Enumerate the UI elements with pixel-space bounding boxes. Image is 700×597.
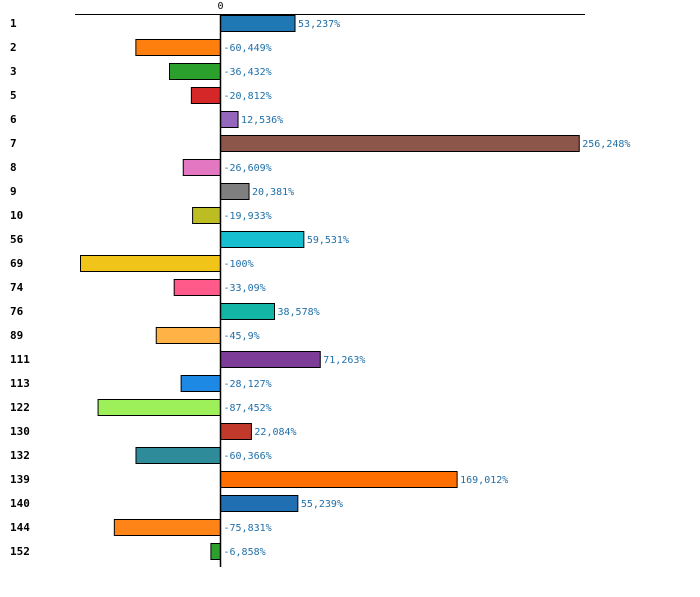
- category-label: 69: [10, 257, 23, 270]
- category-label: 130: [10, 425, 30, 438]
- bar: [168, 63, 221, 80]
- bar: [220, 15, 296, 32]
- category-label: 122: [10, 401, 30, 414]
- bar: [192, 207, 221, 224]
- value-label: -26,609%: [224, 163, 272, 174]
- bar: [220, 351, 321, 368]
- value-label: -75,831%: [224, 523, 272, 534]
- bar: [220, 111, 239, 128]
- bar: [190, 87, 222, 104]
- category-label: 140: [10, 497, 30, 510]
- category-label: 132: [10, 449, 30, 462]
- value-label: 38,578%: [278, 307, 320, 318]
- category-label: 2: [10, 41, 17, 54]
- value-label: 22,084%: [254, 427, 296, 438]
- category-label: 113: [10, 377, 30, 390]
- bar: [180, 375, 221, 392]
- category-label: 56: [10, 233, 24, 246]
- category-label: 6: [10, 113, 17, 126]
- bar: [220, 471, 458, 488]
- value-label: -45,9%: [224, 331, 260, 342]
- value-label: 256,248%: [582, 139, 630, 150]
- value-label: 71,263%: [323, 355, 365, 366]
- value-label: -100%: [224, 259, 254, 270]
- bar: [182, 159, 222, 176]
- category-label: 76: [10, 305, 24, 318]
- category-label: 8: [10, 161, 17, 174]
- bars-group: 1 53,237% 2 -60,449% 3 -36,432% 5 -20,812% 6 12,5…: [10, 15, 630, 560]
- category-label: 5: [10, 89, 17, 102]
- category-label: 74: [10, 281, 24, 294]
- bar: [220, 423, 252, 440]
- category-label: 139: [10, 473, 30, 486]
- value-label: -33,09%: [224, 283, 266, 294]
- bar: [210, 543, 222, 560]
- value-label: -28,127%: [224, 379, 272, 390]
- category-label: 111: [10, 353, 30, 366]
- category-label: 3: [10, 65, 17, 78]
- value-label: -36,432%: [224, 67, 272, 78]
- value-label: -60,366%: [224, 451, 272, 462]
- category-label: 89: [10, 329, 23, 342]
- value-label: 169,012%: [460, 475, 508, 486]
- value-label: 12,536%: [241, 115, 283, 126]
- bar: [155, 327, 222, 344]
- category-label: 7: [10, 137, 17, 150]
- bar: [135, 39, 221, 56]
- bar: [135, 447, 221, 464]
- category-label: 9: [10, 185, 17, 198]
- category-label: 10: [10, 209, 23, 222]
- bar: [80, 255, 221, 272]
- bar: [220, 231, 305, 248]
- value-label: -19,933%: [224, 211, 272, 222]
- value-label: -87,452%: [224, 403, 272, 414]
- value-label: 20,381%: [252, 187, 294, 198]
- zero-tick-label: 0: [217, 1, 223, 12]
- bar: [220, 183, 250, 200]
- value-label: 55,239%: [301, 499, 343, 510]
- value-label: -6,858%: [224, 547, 266, 558]
- value-label: 59,531%: [307, 235, 349, 246]
- bar: [220, 495, 299, 512]
- category-label: 144: [10, 521, 30, 534]
- bar: [220, 135, 580, 152]
- category-label: 1: [10, 17, 17, 30]
- bar: [97, 399, 221, 416]
- value-label: 53,237%: [298, 19, 340, 30]
- bar: [220, 303, 276, 320]
- bar: [113, 519, 221, 536]
- value-label: -20,812%: [224, 91, 272, 102]
- category-label: 152: [10, 545, 30, 558]
- bar: [173, 279, 221, 296]
- value-label: -60,449%: [224, 43, 272, 54]
